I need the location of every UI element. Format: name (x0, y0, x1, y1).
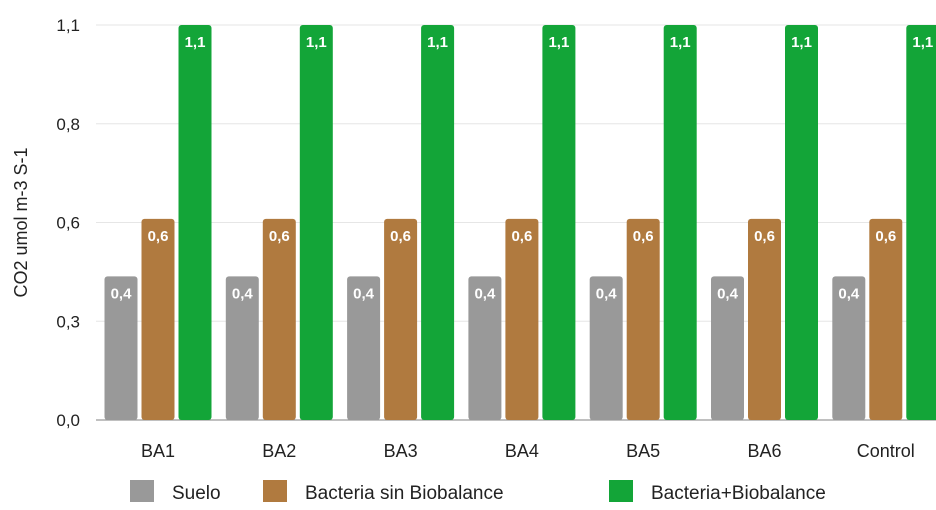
data-label: 1,1 (306, 34, 327, 51)
bar (785, 25, 818, 420)
legend-swatch (130, 480, 154, 502)
data-label: 1,1 (548, 34, 569, 51)
bar (347, 276, 381, 420)
data-label: 0,4 (474, 285, 496, 302)
bar (542, 25, 576, 420)
y-tick-label: 0,8 (56, 115, 80, 134)
legend-swatch (609, 480, 633, 502)
bar (262, 218, 296, 420)
x-tick-label: Control (857, 441, 915, 461)
data-label: 0,6 (148, 228, 169, 245)
bar (421, 25, 455, 420)
bar (711, 276, 744, 420)
data-label: 0,4 (111, 285, 133, 302)
bar (384, 218, 418, 420)
y-tick-label: 0,3 (56, 312, 80, 331)
data-label: 0,6 (511, 228, 532, 245)
legend-label: Bacteria+Biobalance (651, 483, 826, 504)
bar (906, 25, 936, 420)
legend-label: Suelo (172, 483, 221, 504)
x-tick-label: BA2 (262, 441, 296, 461)
bar (505, 218, 539, 420)
data-label: 1,1 (670, 34, 691, 51)
data-label: 0,4 (353, 285, 375, 302)
x-tick-label: BA4 (505, 441, 539, 461)
bar (141, 218, 175, 420)
x-tick-label: BA3 (384, 441, 418, 461)
data-label: 0,6 (390, 228, 411, 245)
bar (589, 276, 623, 420)
legend-label: Bacteria sin Biobalance (305, 483, 504, 504)
bar (869, 218, 903, 420)
x-tick-label: BA1 (141, 441, 175, 461)
data-label: 0,4 (838, 285, 860, 302)
data-label: 0,4 (596, 285, 618, 302)
data-label: 1,1 (791, 34, 812, 51)
data-label: 0,6 (754, 228, 775, 245)
x-tick-label: BA6 (747, 441, 781, 461)
legend-swatch (263, 480, 287, 502)
y-tick-label: 0,0 (56, 411, 80, 430)
bar (626, 218, 660, 420)
data-label: 0,6 (269, 228, 290, 245)
bar (832, 276, 866, 420)
bar (225, 276, 259, 420)
y-tick-label: 0,6 (56, 214, 80, 233)
bar (178, 25, 212, 420)
y-axis-title: CO2 umol m-3 S-1 (11, 147, 31, 297)
bar (748, 218, 781, 420)
bar (663, 25, 697, 420)
data-label: 1,1 (185, 34, 206, 51)
bar (468, 276, 502, 420)
x-tick-label: BA5 (626, 441, 660, 461)
y-tick-label: 1,1 (56, 16, 80, 35)
data-label: 1,1 (912, 34, 933, 51)
data-label: 0,6 (633, 228, 654, 245)
data-label: 1,1 (427, 34, 448, 51)
data-label: 0,6 (875, 228, 896, 245)
data-label: 0,4 (232, 285, 254, 302)
data-label: 0,4 (717, 285, 739, 302)
bar (299, 25, 333, 420)
bar (104, 276, 138, 420)
